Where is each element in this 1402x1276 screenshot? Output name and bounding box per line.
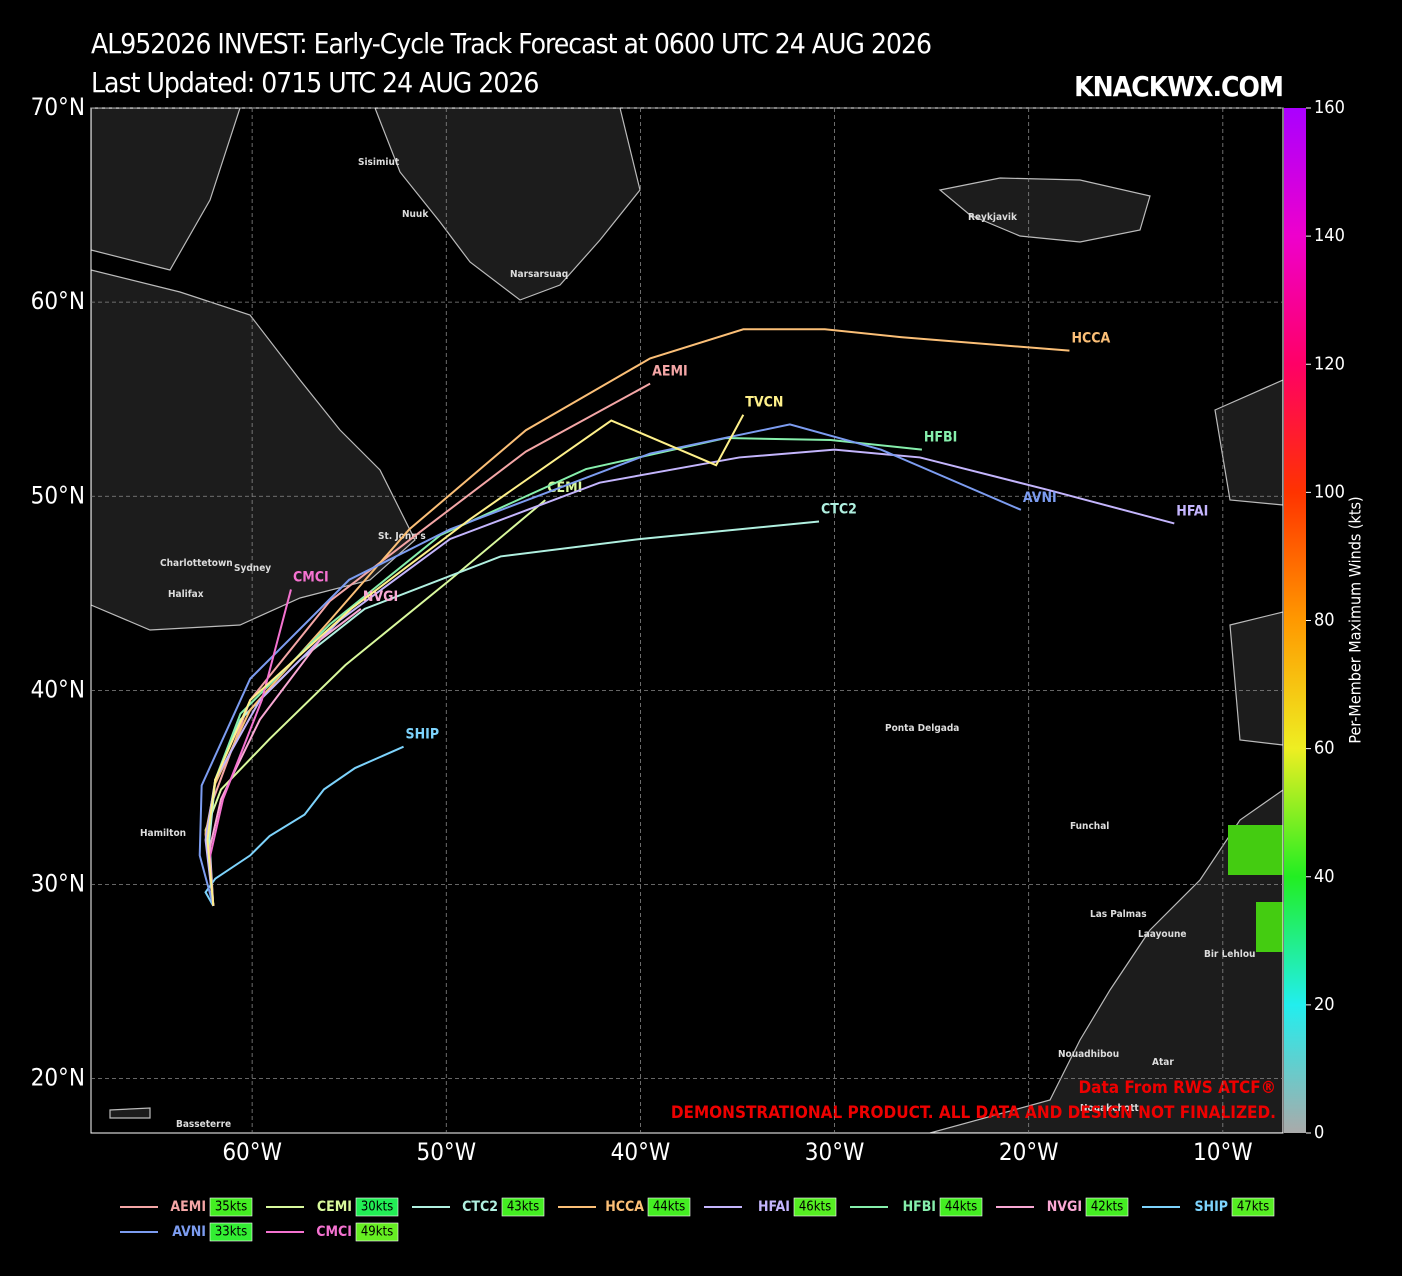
legend-name: HCCA	[605, 1199, 644, 1215]
track-label: AEMI	[652, 364, 688, 380]
legend-badge	[939, 1197, 983, 1217]
place-label: Laayoune	[1138, 929, 1187, 940]
brand: KNACKWX.COM	[1074, 70, 1283, 103]
place-label: Atar	[1152, 1057, 1174, 1068]
subtitle: Last Updated: 0715 UTC 24 AUG 2026	[91, 66, 538, 99]
y-tick-label: 70°N	[31, 93, 85, 121]
track-label: CTC2	[821, 501, 857, 517]
track-label: HFAI	[1176, 503, 1208, 519]
legend-name: AEMI	[170, 1199, 206, 1215]
legend-badge	[647, 1197, 691, 1217]
legend-name: SHIP	[1194, 1199, 1228, 1215]
place-label: Nouakchott	[1080, 1103, 1139, 1114]
legend-name: CMCI	[316, 1224, 352, 1240]
x-tick-label: 60°W	[222, 1138, 282, 1166]
track-label: HFBI	[924, 430, 957, 446]
y-tick-label: 20°N	[31, 1064, 85, 1092]
track-label: CMCI	[293, 569, 329, 585]
legend-name: HFBI	[903, 1199, 936, 1215]
legend-name: NVGI	[1047, 1199, 1082, 1215]
place-label: Sydney	[234, 563, 271, 574]
y-tick-label: 60°N	[31, 287, 85, 315]
legend-badge	[1085, 1197, 1129, 1217]
colorbar-tick-label: 40	[1314, 866, 1335, 887]
legend-badge	[209, 1222, 253, 1242]
legend-badge	[793, 1197, 837, 1217]
colorbar-tick-label: 20	[1314, 994, 1335, 1015]
track-label: AVNI	[1023, 490, 1057, 506]
colorbar-tick-label: 80	[1314, 610, 1335, 631]
place-label: Nuuk	[402, 209, 429, 220]
disclaimer: DEMONSTRATIONAL PRODUCT. ALL DATA AND DE…	[671, 1103, 1276, 1123]
legend-kts: 33kts	[215, 1225, 247, 1240]
colorbar-tick-label: 60	[1314, 738, 1335, 759]
place-label: Charlottetown	[160, 558, 233, 569]
x-tick-label: 50°W	[416, 1138, 476, 1166]
legend-kts: 43kts	[507, 1200, 539, 1215]
legend-name: CEMI	[317, 1199, 352, 1215]
legend-name: AVNI	[172, 1224, 206, 1240]
place-label: Bir Lehlou	[1204, 949, 1255, 960]
track	[206, 414, 745, 906]
legend-badge	[355, 1222, 399, 1242]
x-tick-label: 30°W	[805, 1138, 865, 1166]
place-label: Ponta Delgada	[885, 723, 959, 734]
legend-kts: 46kts	[799, 1200, 831, 1215]
source-note: Data From RWS ATCF®	[1078, 1078, 1276, 1098]
x-tick-label: 20°W	[999, 1138, 1059, 1166]
place-label: Nouadhibou	[1058, 1049, 1119, 1060]
x-tick-label: 40°W	[611, 1138, 671, 1166]
y-tick-label: 40°N	[31, 675, 85, 703]
colorbar-tick-label: 0	[1314, 1122, 1324, 1143]
legend-badge	[501, 1197, 545, 1217]
title: AL952026 INVEST: Early-Cycle Track Forec…	[91, 27, 931, 60]
legend-badge	[1231, 1197, 1275, 1217]
track-label: CEMI	[547, 480, 582, 496]
track	[198, 423, 1022, 907]
y-tick-label: 30°N	[31, 870, 85, 898]
legend-name: HFAI	[758, 1199, 790, 1215]
legend-kts: 44kts	[653, 1200, 685, 1215]
x-tick-label: 10°W	[1193, 1138, 1253, 1166]
place-label: Las Palmas	[1090, 909, 1147, 920]
land	[91, 108, 1283, 1133]
place-label: Reykjavik	[968, 212, 1018, 223]
legend-badge	[209, 1197, 253, 1217]
legend-kts: 35kts	[215, 1200, 247, 1215]
legend-kts: 44kts	[945, 1200, 977, 1215]
colorbar-label: Per-Member Maximum Winds (kts)	[1346, 496, 1365, 743]
legend-badge	[355, 1197, 399, 1217]
place-label: Sisimiut	[358, 157, 400, 168]
place-label: Narsarsuaq	[510, 269, 568, 280]
colorbar-tick-label: 120	[1314, 353, 1345, 374]
place-label: Funchal	[1070, 821, 1109, 832]
track-label: HCCA	[1071, 331, 1110, 347]
colorbar	[1284, 108, 1306, 1133]
legend-kts: 30kts	[361, 1200, 393, 1215]
track-label: SHIP	[406, 727, 440, 743]
place-label: Halifax	[168, 589, 204, 600]
legend-kts: 47kts	[1237, 1200, 1269, 1215]
legend-kts: 49kts	[361, 1225, 393, 1240]
y-tick-label: 50°N	[31, 481, 85, 509]
track-label: TVCN	[745, 395, 783, 411]
colorbar-tick-label: 160	[1314, 97, 1345, 118]
place-label: Hamilton	[140, 828, 186, 839]
colorbar-tick-label: 140	[1314, 225, 1345, 246]
place-label: Basseterre	[176, 1119, 231, 1130]
colorbar-tick-label: 100	[1314, 481, 1345, 502]
legend-name: CTC2	[462, 1199, 498, 1215]
legend-kts: 42kts	[1091, 1200, 1123, 1215]
